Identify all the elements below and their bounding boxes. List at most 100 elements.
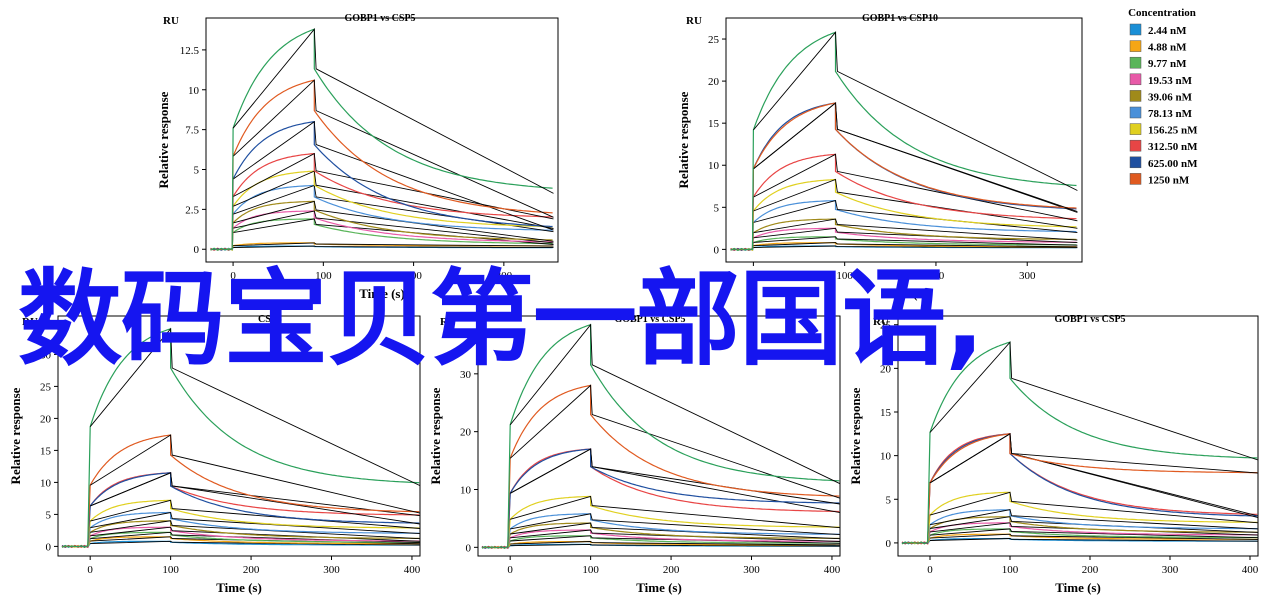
y-axis-title: Relative response [428, 387, 443, 484]
fit-curve-line [510, 541, 841, 546]
y-tick-label: 0 [194, 244, 200, 256]
fit-curve-line [509, 448, 841, 505]
fit-curve-line [929, 533, 1259, 540]
x-axis-title: Time (s) [881, 286, 927, 301]
y-tick-label: 7.5 [185, 125, 199, 137]
x-tick-label: 100 [315, 270, 332, 282]
y-tick-label: 0 [714, 244, 720, 256]
fit-curve-line [753, 102, 1078, 212]
y-tick-label: 30 [40, 349, 52, 361]
y-tick-label: 25 [708, 34, 720, 46]
fit-curve-line [929, 509, 1259, 530]
y-tick-label: 15 [880, 407, 892, 419]
fit-curve-line [90, 511, 421, 535]
x-tick-label: 300 [323, 564, 340, 576]
y-tick-label: 0 [466, 542, 472, 554]
fit-curve-line [232, 184, 554, 233]
x-tick-label: 300 [496, 270, 513, 282]
x-tick-label: 200 [663, 564, 680, 576]
x-tick-label: 0 [87, 564, 93, 576]
legend-label: 4.88 nM [1148, 42, 1187, 54]
chart-panel-5: GOBP1 vs CSP5 RU 0 5 10 15 20 25 0 100 200 300 400 Ti… [848, 314, 1259, 595]
sensorgram-series-line [901, 433, 1258, 545]
legend-label: 1250 nM [1148, 174, 1190, 186]
y-tick-label: 30 [460, 369, 472, 381]
fit-curve-line [929, 538, 1259, 542]
legend-label: 39.06 nM [1148, 91, 1193, 103]
sensorgram-series-line [901, 491, 1258, 545]
ru-unit-label: RU [163, 15, 179, 27]
fit-curve-line [929, 516, 1259, 533]
fit-curve-line [510, 522, 841, 540]
legend-label: 312.50 nM [1148, 141, 1198, 153]
legend-label: 156.25 nM [1148, 125, 1198, 137]
y-axis-title: Relative response [8, 387, 23, 484]
fit-curve-line [89, 327, 421, 487]
y-tick-label: 20 [708, 76, 720, 88]
y-tick-label: 20 [40, 413, 52, 425]
sensorgram-series-line [730, 200, 1077, 252]
y-tick-label: 10 [880, 451, 892, 463]
fit-curve-line [232, 200, 554, 242]
x-axis-title: Time (s) [636, 580, 682, 595]
fit-curve-line [232, 28, 554, 194]
legend-swatch [1129, 106, 1142, 119]
sensorgram-series-line [481, 529, 840, 549]
legend-label: 19.53 nM [1148, 75, 1193, 87]
y-tick-label: 5 [194, 165, 200, 177]
sensorgram-series-line [61, 472, 420, 548]
fit-curve-line [232, 120, 554, 231]
fit-curve-line [753, 236, 1078, 246]
y-tick-label: 5 [886, 494, 892, 506]
fit-curve-line [90, 531, 421, 544]
legend-label: 625.00 nM [1148, 158, 1198, 170]
fit-curve-line [233, 242, 554, 247]
fit-curve-line [89, 434, 421, 514]
sensorgram-series-line [210, 28, 553, 251]
legend-label: 78.13 nM [1148, 108, 1193, 120]
x-tick-label: 200 [1082, 564, 1099, 576]
chart-title: GOBP1 vs CSP10 [862, 13, 938, 24]
y-tick-label: 10 [708, 160, 720, 172]
sensorgram-series-line [61, 511, 420, 548]
sensorgram-series-line [481, 448, 840, 550]
legend-swatch [1129, 90, 1142, 102]
fit-curve-line [232, 79, 554, 218]
sensorgram-series-line [481, 448, 840, 549]
sensorgram-series-line [730, 102, 1077, 251]
y-tick-label: 5 [714, 202, 720, 214]
fit-curve-line [753, 218, 1078, 241]
y-tick-label: 20 [880, 363, 892, 375]
y-tick-label: 25 [40, 381, 52, 393]
fit-curve-line [753, 242, 1078, 248]
sensorgram-series-line [730, 241, 1077, 251]
fit-curve-line [929, 433, 1259, 484]
sensorgram-series-line [481, 323, 840, 549]
y-axis-title: Relative response [676, 91, 691, 188]
legend-swatch [1129, 156, 1142, 169]
sensorgram-series-line [210, 200, 553, 251]
sensorgram-series-line [730, 178, 1077, 251]
sensorgram-series-line [61, 536, 420, 548]
chart-title: GOBP1 vs CSP5 [344, 13, 415, 24]
legend-swatch [1129, 173, 1142, 185]
sensorgram-series-line [730, 227, 1077, 251]
legend-swatch [1129, 56, 1142, 69]
x-axis-title: Time (s) [216, 580, 262, 595]
fit-curve-line [753, 153, 1078, 222]
fit-curve-line [233, 210, 554, 244]
x-tick-label: 0 [230, 270, 236, 282]
sensorgram-series-line [901, 533, 1258, 545]
legend-label: 2.44 nM [1148, 25, 1187, 37]
x-tick-label: 0 [927, 564, 933, 576]
y-tick-label: 20 [460, 427, 472, 439]
x-tick-label: 200 [243, 564, 260, 576]
fit-curve-line [90, 526, 421, 542]
legend-swatch [1129, 73, 1142, 86]
sensorgram-series-line [481, 535, 840, 549]
sensorgram-series-line [210, 152, 553, 251]
sensorgram-series-line [730, 153, 1077, 251]
legend-label: 9.77 nM [1148, 58, 1187, 70]
y-tick-label: 10 [460, 484, 472, 496]
sensorgram-series-line [210, 121, 553, 251]
